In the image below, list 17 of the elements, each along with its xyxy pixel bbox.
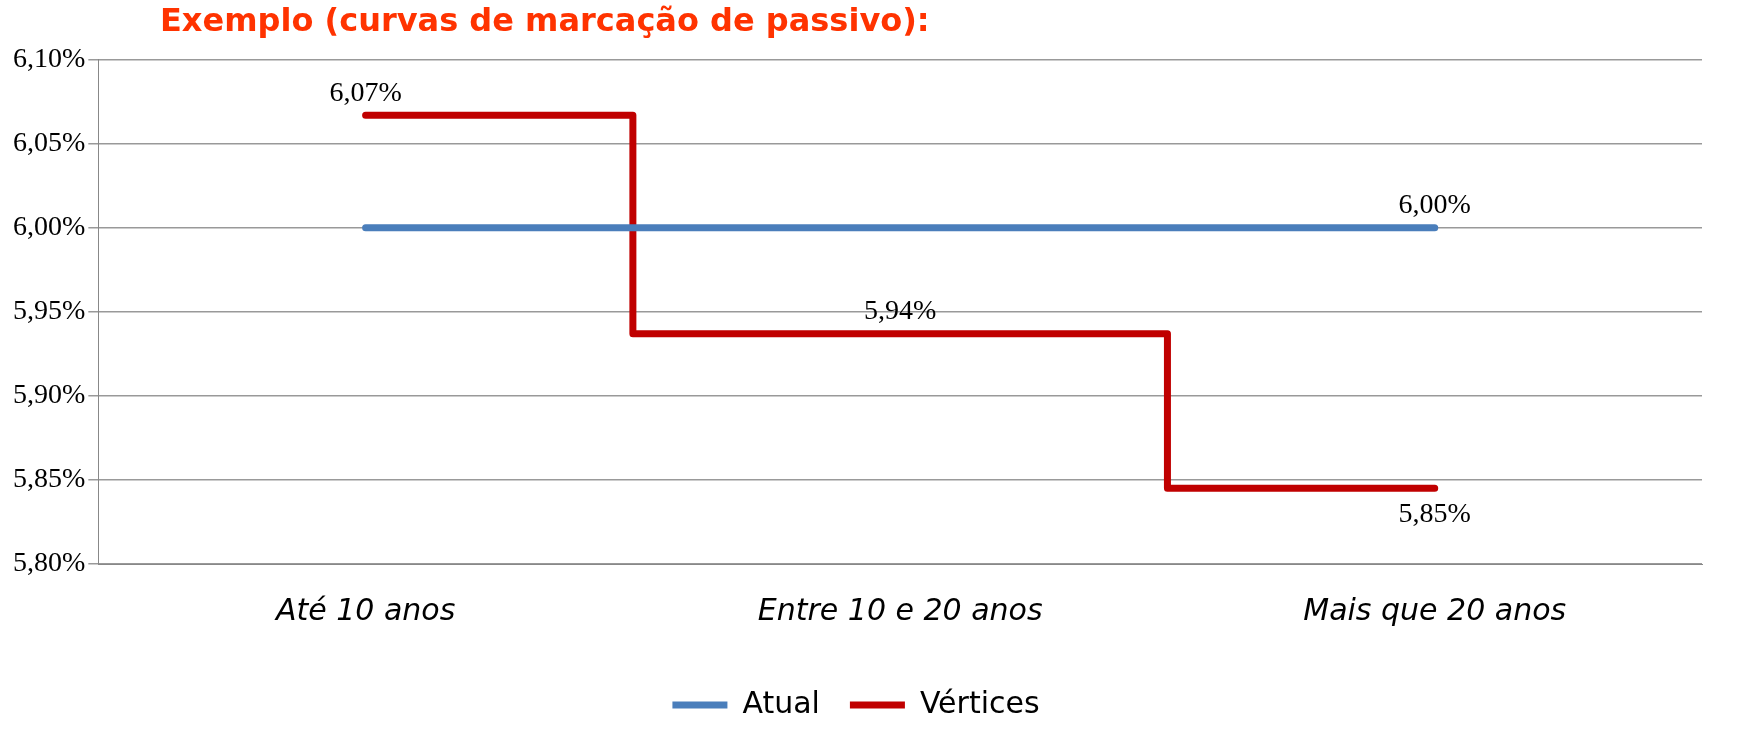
- x-tick-label: Até 10 anos: [273, 591, 456, 627]
- y-tick-label: 5,80%: [13, 546, 86, 578]
- y-tick-label: 5,95%: [13, 294, 86, 326]
- x-tick-label: Entre 10 e 20 anos: [757, 591, 1043, 627]
- data-label: 6,07%: [329, 75, 402, 107]
- y-tick-label: 6,00%: [13, 210, 86, 242]
- legend-label: Vértices: [919, 684, 1040, 720]
- data-label: 6,00%: [1398, 188, 1471, 220]
- x-tick-label: Mais que 20 anos: [1303, 591, 1567, 627]
- y-tick-label: 5,85%: [13, 462, 86, 494]
- data-label: 5,94%: [864, 294, 937, 326]
- chart-title: Exemplo (curvas de marcação de passivo):: [159, 0, 931, 40]
- legend-label: Atual: [742, 684, 820, 720]
- y-tick-label: 6,10%: [13, 42, 86, 74]
- y-tick-label: 5,90%: [13, 378, 86, 410]
- y-tick-label: 6,05%: [13, 126, 86, 158]
- data-label: 5,85%: [1398, 496, 1471, 528]
